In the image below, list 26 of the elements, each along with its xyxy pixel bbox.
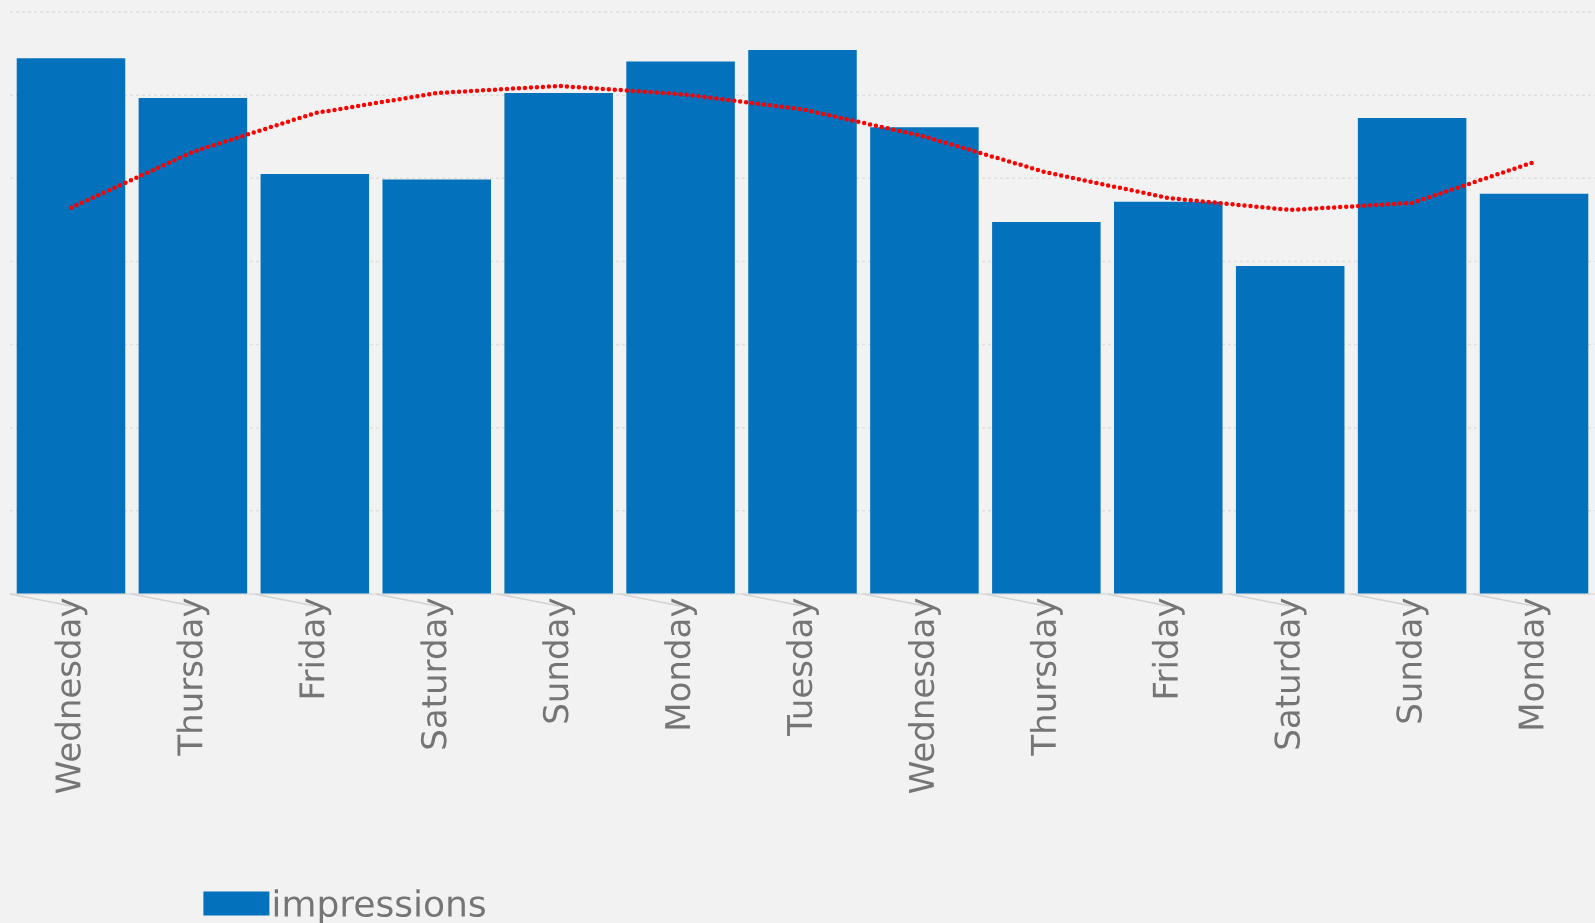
x-tick-label: Saturday [1273,598,1307,749]
x-tick-label: Thursday [176,598,210,756]
bar [870,127,979,594]
x-tick-label: Wednesday [54,598,88,794]
bar [1114,201,1223,594]
x-tick-label: Monday [1517,598,1551,729]
bar [626,61,735,594]
bar [748,50,857,594]
bar [504,93,613,594]
x-tick-label: Monday [664,598,698,729]
x-tick-label: Sunday [542,598,576,723]
x-tick-label: Wednesday [907,598,941,794]
bar [138,97,248,594]
bar [992,221,1101,594]
bar [382,179,491,594]
x-tick-label: Sunday [1395,598,1429,723]
x-tick-label: Tuesday [786,598,819,736]
bar [1357,118,1467,594]
bar [16,58,126,594]
bar [1479,193,1589,594]
x-tick-label: Friday [298,598,332,698]
x-tick-label: Friday [1151,598,1185,698]
x-tick-label: Thursday [1029,598,1063,756]
x-tick-label: Saturday [420,598,454,749]
bar [260,174,370,594]
bar [1235,266,1345,594]
